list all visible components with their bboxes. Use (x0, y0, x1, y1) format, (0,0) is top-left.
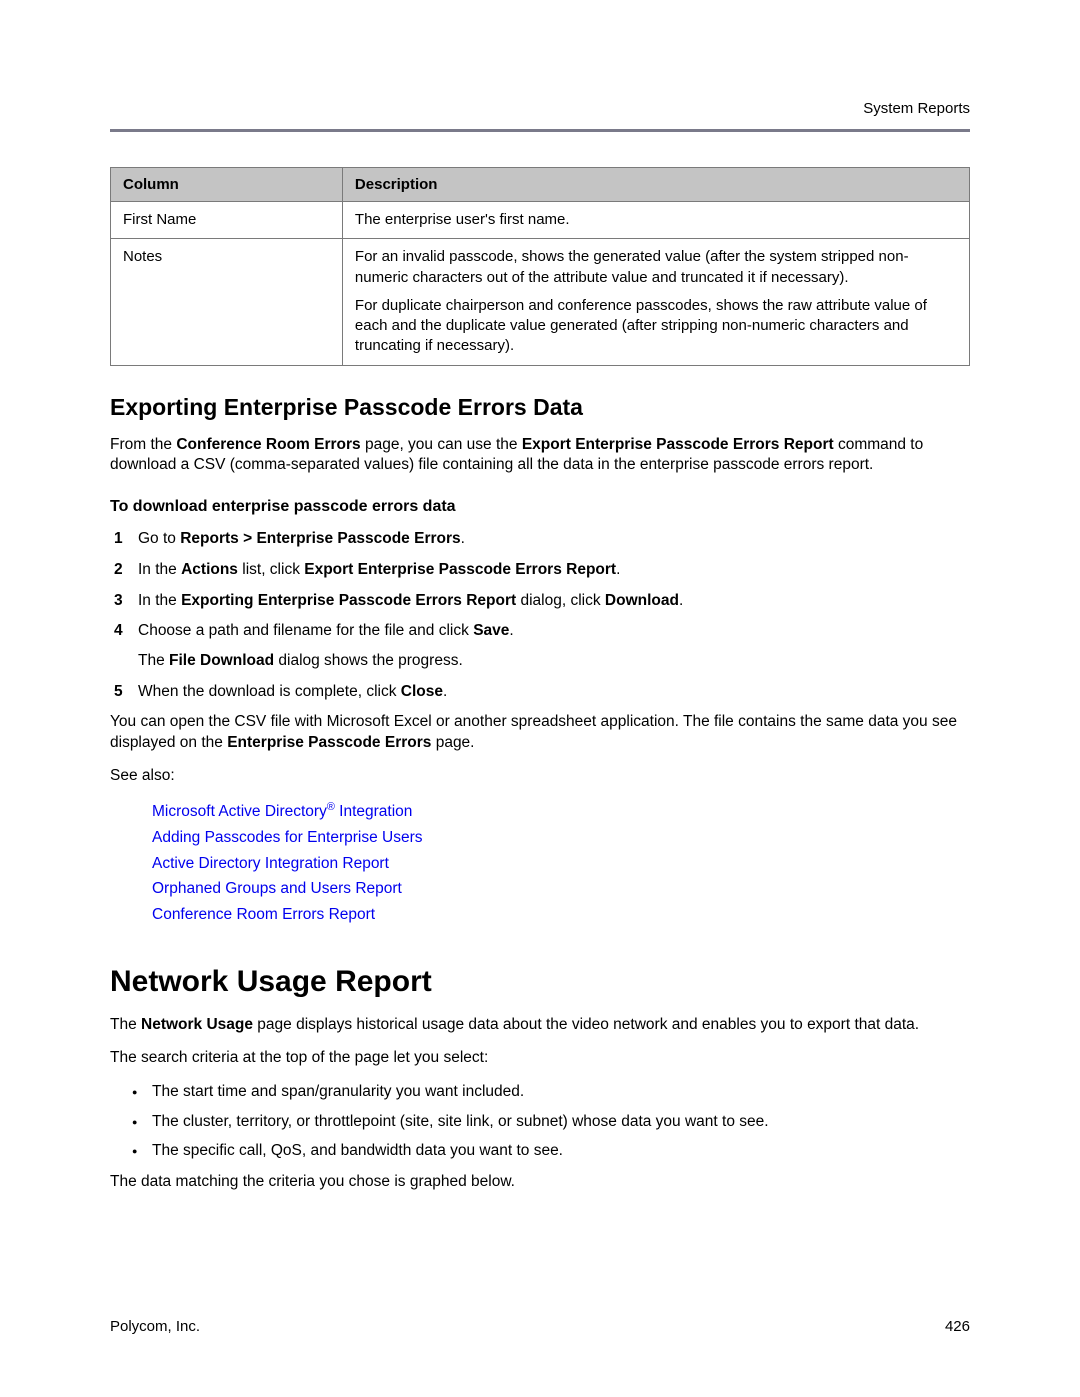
bold-text: Export Enterprise Passcode Errors Report (522, 436, 834, 453)
footer-page-number: 426 (945, 1318, 970, 1335)
bold-text: Close (401, 683, 443, 700)
text: . (509, 622, 513, 639)
step-number: 1 (114, 528, 123, 550)
page-footer: Polycom, Inc. 426 (110, 1318, 970, 1335)
text: dialog, click (516, 592, 605, 609)
footer-company: Polycom, Inc. (110, 1318, 200, 1335)
cell-text: The enterprise user's first name. (355, 210, 957, 230)
bullet-item: The start time and span/granularity you … (152, 1081, 970, 1103)
link-adding-passcodes[interactable]: Adding Passcodes for Enterprise Users (152, 825, 970, 851)
step-number: 5 (114, 681, 123, 703)
cell-column: First Name (111, 202, 343, 239)
network-usage-p3: The data matching the criteria you chose… (110, 1172, 970, 1193)
bold-text: Actions (181, 561, 238, 578)
table-header-column: Column (111, 168, 343, 202)
link-ad-integration-report[interactable]: Active Directory Integration Report (152, 851, 970, 877)
document-page: System Reports Column Description First … (0, 0, 1080, 1255)
bold-text: File Download (169, 652, 274, 669)
text: dialog shows the progress. (274, 652, 463, 669)
text: page. (431, 734, 474, 751)
text: The (110, 1016, 141, 1033)
table-header-description: Description (342, 168, 969, 202)
step-subtext: The File Download dialog shows the progr… (138, 650, 970, 672)
network-usage-p1: The Network Usage page displays historic… (110, 1015, 970, 1036)
text: From the (110, 436, 176, 453)
criteria-bullets: The start time and span/granularity you … (110, 1081, 970, 1162)
text: In the (138, 561, 181, 578)
step-number: 3 (114, 590, 123, 612)
section-heading-network-usage: Network Usage Report (110, 965, 970, 999)
text: . (616, 561, 620, 578)
step-item: 3 In the Exporting Enterprise Passcode E… (138, 590, 970, 612)
text: list, click (238, 561, 304, 578)
bullet-item: The specific call, QoS, and bandwidth da… (152, 1140, 970, 1162)
bold-text: Enterprise Passcode Errors (227, 734, 431, 751)
bold-text: Save (473, 622, 509, 639)
step-item: 5 When the download is complete, click C… (138, 681, 970, 703)
bold-text: Network Usage (141, 1016, 253, 1033)
cell-description: For an invalid passcode, shows the gener… (342, 239, 969, 365)
section-heading-exporting: Exporting Enterprise Passcode Errors Dat… (110, 394, 970, 421)
bold-text: Conference Room Errors (176, 436, 360, 453)
text: . (443, 683, 447, 700)
cell-text: For duplicate chairperson and conference… (355, 296, 957, 357)
link-orphaned-groups[interactable]: Orphaned Groups and Users Report (152, 876, 970, 902)
step-number: 2 (114, 559, 123, 581)
page-header-label: System Reports (110, 100, 970, 117)
procedure-steps: 1 Go to Reports > Enterprise Passcode Er… (110, 528, 970, 702)
text: . (461, 530, 465, 547)
step-item: 1 Go to Reports > Enterprise Passcode Er… (138, 528, 970, 550)
cell-description: The enterprise user's first name. (342, 202, 969, 239)
text: . (679, 592, 683, 609)
text: In the (138, 592, 181, 609)
text: The (138, 652, 169, 669)
cell-text: For an invalid passcode, shows the gener… (355, 247, 957, 288)
header-rule (110, 129, 970, 132)
bold-text: Export Enterprise Passcode Errors Report (304, 561, 616, 578)
text: page displays historical usage data abou… (253, 1016, 919, 1033)
see-also-label: See also: (110, 766, 970, 787)
table-row: First Name The enterprise user's first n… (111, 202, 970, 239)
cell-column: Notes (111, 239, 343, 365)
step-number: 4 (114, 620, 123, 642)
table-row: Notes For an invalid passcode, shows the… (111, 239, 970, 365)
after-steps-paragraph: You can open the CSV file with Microsoft… (110, 712, 970, 754)
link-text: Microsoft Active Directory® Integration (152, 803, 412, 820)
link-ms-ad-integration[interactable]: Microsoft Active Directory® Integration (152, 799, 970, 825)
column-description-table: Column Description First Name The enterp… (110, 167, 970, 366)
text: page, you can use the (361, 436, 522, 453)
text: When the download is complete, click (138, 683, 401, 700)
link-conference-room-errors[interactable]: Conference Room Errors Report (152, 902, 970, 928)
bold-text: Exporting Enterprise Passcode Errors Rep… (181, 592, 516, 609)
bullet-item: The cluster, territory, or throttlepoint… (152, 1111, 970, 1133)
procedure-heading: To download enterprise passcode errors d… (110, 498, 970, 516)
step-item: 4 Choose a path and filename for the fil… (138, 620, 970, 671)
text: Choose a path and filename for the file … (138, 622, 473, 639)
step-item: 2 In the Actions list, click Export Ente… (138, 559, 970, 581)
see-also-links: Microsoft Active Directory® Integration … (110, 799, 970, 927)
network-usage-p2: The search criteria at the top of the pa… (110, 1048, 970, 1069)
bold-text: Reports > Enterprise Passcode Errors (180, 530, 460, 547)
bold-text: Download (605, 592, 679, 609)
text: Go to (138, 530, 180, 547)
intro-paragraph: From the Conference Room Errors page, yo… (110, 435, 970, 477)
